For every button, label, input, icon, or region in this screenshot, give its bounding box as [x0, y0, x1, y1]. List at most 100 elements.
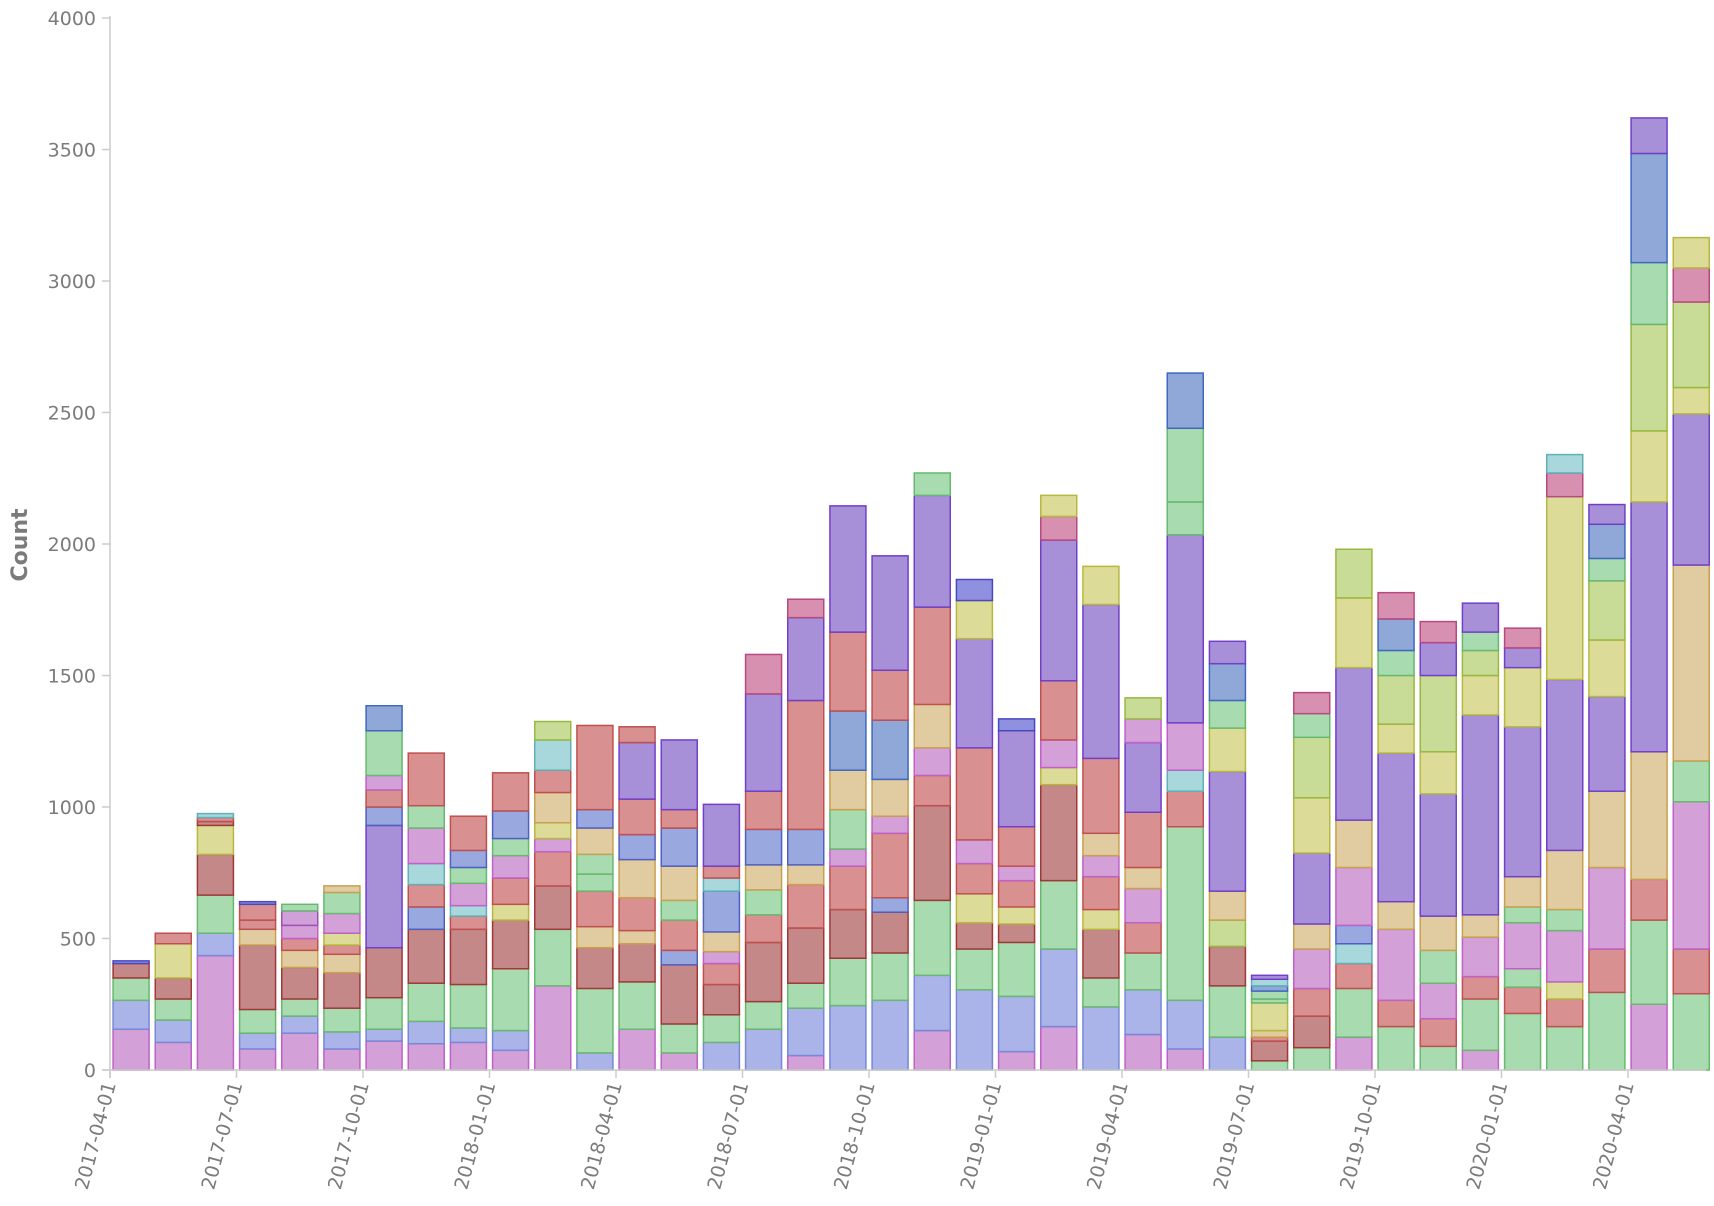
- bar-segment: [1335, 548, 1373, 599]
- bar-segment: [407, 862, 445, 886]
- bar-segment: [1630, 261, 1668, 326]
- bar-segment: [1082, 977, 1120, 1008]
- bar-segment: [1166, 790, 1204, 828]
- bar-segment: [618, 858, 656, 899]
- bar-segment: [1208, 1036, 1247, 1071]
- bar-segment: [323, 1048, 361, 1071]
- bar-segment: [1335, 866, 1373, 927]
- bar-segment: [1630, 919, 1668, 1006]
- bar-segment: [407, 827, 445, 865]
- bar-segment: [196, 812, 235, 819]
- bar-segment: [1672, 386, 1710, 415]
- bar-segment: [702, 1041, 741, 1071]
- bar-segment: [660, 949, 698, 966]
- bar-segment: [1546, 472, 1584, 498]
- bar-segment: [491, 919, 530, 970]
- bar-segment: [1208, 945, 1247, 987]
- bar-segment: [534, 850, 572, 887]
- bar-segment: [744, 828, 783, 866]
- bar-segment: [1503, 968, 1542, 988]
- bar-segment: [1503, 647, 1542, 669]
- bar-segment: [1588, 695, 1626, 792]
- bar-segment: [997, 718, 1036, 732]
- bar-segment: [238, 1048, 277, 1071]
- bar-stack-2018-12: [955, 578, 994, 1071]
- bar-segment: [1377, 674, 1415, 725]
- bar-segment: [112, 962, 150, 979]
- bar-segment: [702, 890, 741, 933]
- bar-segment: [1503, 906, 1542, 924]
- bar-segment: [1546, 981, 1584, 1000]
- bar-segment: [1250, 974, 1289, 981]
- bar-segment: [449, 882, 488, 907]
- bar-segment: [1588, 580, 1626, 641]
- bar-segment: [1546, 1025, 1584, 1071]
- bar-segment: [829, 865, 867, 911]
- bar-segment: [1166, 999, 1204, 1050]
- bar-segment: [1503, 986, 1542, 1015]
- y-tick-label: 1000: [48, 797, 96, 819]
- bar-segment: [660, 865, 698, 902]
- bar-segment: [1419, 620, 1457, 644]
- bar-segment: [112, 1028, 150, 1071]
- bar-stack-2019-08: [1293, 691, 1331, 1071]
- bar-segment: [281, 949, 319, 969]
- bar-segment: [744, 693, 783, 792]
- bar-stack-2018-04: [618, 726, 656, 1071]
- bar-segment: [576, 873, 614, 892]
- x-tick-label: 2019-07-01: [1210, 1080, 1260, 1192]
- bar-stack-2019-11: [1419, 620, 1457, 1071]
- bar-segment: [1293, 712, 1331, 739]
- bar-segment: [449, 866, 488, 885]
- bar-segment: [1503, 666, 1542, 728]
- bar-segment: [154, 1019, 192, 1044]
- bar-segment: [491, 968, 530, 1032]
- bar-segment: [618, 981, 656, 1030]
- bar-segment: [871, 719, 909, 781]
- bar-segment: [660, 964, 698, 1025]
- bar-segment: [618, 833, 656, 861]
- bar-segment: [787, 883, 825, 929]
- bar-stack-2019-06: [1208, 640, 1247, 1071]
- bar-segment: [997, 1050, 1036, 1071]
- bar-segment: [576, 890, 614, 928]
- bar-segment: [1630, 323, 1668, 432]
- bar-segment: [1082, 1006, 1120, 1071]
- bar-segment: [997, 941, 1036, 998]
- bar-segment: [449, 1041, 488, 1071]
- bar-segment: [1546, 495, 1584, 681]
- bar-segment: [1166, 769, 1204, 792]
- bar-segment: [1419, 949, 1457, 984]
- bar-segment: [1503, 875, 1542, 908]
- bar-segment: [1293, 1015, 1331, 1049]
- bar-segment: [1166, 501, 1204, 536]
- bar-stack-2018-11: [913, 472, 951, 1071]
- bar-stack-2017-05: [154, 932, 192, 1071]
- bar-segment: [1166, 372, 1204, 430]
- bar-segment: [407, 1042, 445, 1071]
- bar-segment: [534, 985, 572, 1071]
- bar-segment: [1630, 1003, 1668, 1071]
- bar-segment: [1124, 1033, 1162, 1071]
- bar-stack-2018-06: [702, 803, 741, 1071]
- bar-segment: [955, 839, 994, 865]
- bar-segment: [281, 924, 319, 940]
- bar-segment: [1335, 819, 1373, 869]
- bar-segment: [1040, 539, 1078, 682]
- bar-segment: [1630, 152, 1668, 264]
- bar-segment: [1377, 999, 1415, 1028]
- bar-segment: [112, 999, 150, 1030]
- bar-segment: [1166, 427, 1204, 503]
- bar-segment: [1040, 879, 1078, 950]
- bar-segment: [534, 885, 572, 931]
- bar-segment: [1208, 699, 1247, 729]
- bar-segment: [238, 919, 277, 931]
- bar-segment: [744, 790, 783, 831]
- bar-stack-2019-09: [1335, 548, 1373, 1071]
- bar-segment: [787, 1007, 825, 1057]
- bar-segment: [1377, 618, 1415, 652]
- bar-segment: [1293, 691, 1331, 715]
- bar-segment: [154, 932, 192, 945]
- bar-segment: [1461, 674, 1500, 716]
- bar-segment: [323, 1007, 361, 1033]
